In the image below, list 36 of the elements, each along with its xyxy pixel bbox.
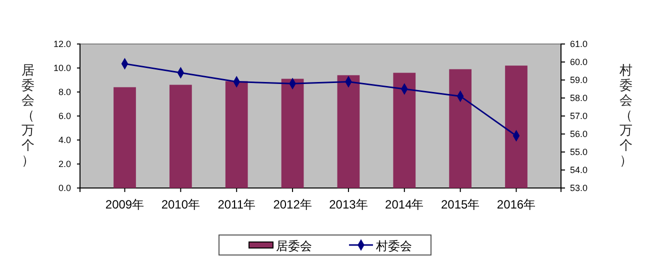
y2-tick-label: 60.0 <box>570 57 588 67</box>
x-tick-label: 2013年 <box>329 198 368 212</box>
y-tick-label: 6.0 <box>58 111 71 121</box>
y2-tick-label: 55.0 <box>570 147 588 157</box>
x-tick-label: 2009年 <box>105 198 144 212</box>
bar <box>449 69 472 188</box>
bar <box>169 84 192 188</box>
y-tick-label: 12.0 <box>53 39 71 49</box>
x-tick-label: 2015年 <box>440 198 480 212</box>
y-tick-label: 0.0 <box>58 183 71 193</box>
bar <box>393 72 416 188</box>
y2-tick-label: 54.0 <box>570 165 588 175</box>
y2-tick-label: 57.0 <box>570 111 588 121</box>
y2-axis-title: 村委会（万个） <box>618 62 632 168</box>
y2-tick-label: 56.0 <box>570 129 588 139</box>
y2-tick-label: 59.0 <box>570 75 588 85</box>
bar <box>281 78 304 188</box>
bar <box>114 87 136 188</box>
bar <box>225 81 248 188</box>
x-tick-label: 2010年 <box>161 198 200 212</box>
y-tick-label: 2.0 <box>58 159 71 169</box>
x-tick-label: 2011年 <box>218 198 256 212</box>
y2-tick-label: 53.0 <box>570 183 588 193</box>
x-tick-label: 2014年 <box>385 198 424 212</box>
x-tick-label: 2012年 <box>273 198 312 212</box>
y2-tick-label: 58.0 <box>570 93 588 103</box>
y-tick-label: 8.0 <box>58 87 71 97</box>
bar <box>337 75 360 188</box>
legend-label: 村委会 <box>375 239 412 253</box>
y-tick-label: 10.0 <box>53 63 71 73</box>
y2-tick-label: 61.0 <box>570 39 588 49</box>
y-tick-label: 4.0 <box>58 135 71 145</box>
x-tick-label: 2016年 <box>496 198 536 212</box>
y-axis-title: 居委会（万个） <box>22 62 34 168</box>
legend-label: 居委会 <box>276 239 312 253</box>
bar <box>505 66 528 188</box>
